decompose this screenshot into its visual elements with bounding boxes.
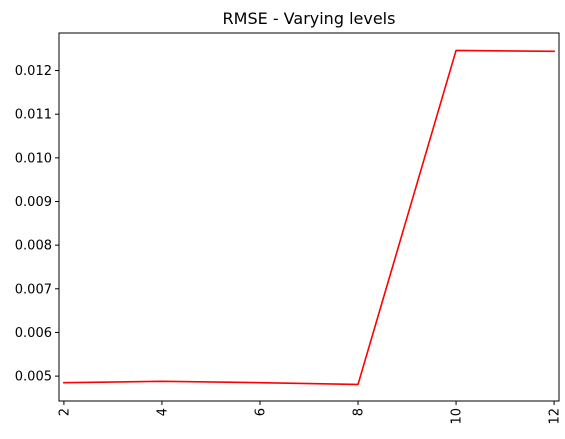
y-tick-label: 0.005 [15,370,52,385]
series-line-0 [63,49,555,386]
y-tick-label: 0.006 [15,326,52,341]
x-tick-label: 2 [57,408,72,416]
y-tick-label: 0.009 [15,195,52,210]
axes-frame [58,32,560,402]
y-tick-label: 0.010 [15,151,52,166]
y-tick-label: 0.008 [15,239,52,254]
y-tick-label: 0.012 [15,64,52,79]
y-tick-label: 0.007 [15,282,52,297]
plot-area: 0.005 0.006 0.007 0.008 0.009 0.010 0.011 0.012… [15,32,563,425]
chart-title: RMSE - Varying levels [223,9,396,28]
x-tick-label: 10 [450,408,465,425]
x-tick-label: 4 [155,408,170,416]
x-tick-label: 12 [548,408,563,425]
x-tick-label: 8 [352,408,367,416]
y-tick-label: 0.011 [15,108,52,123]
x-tick-label: 6 [253,408,268,416]
